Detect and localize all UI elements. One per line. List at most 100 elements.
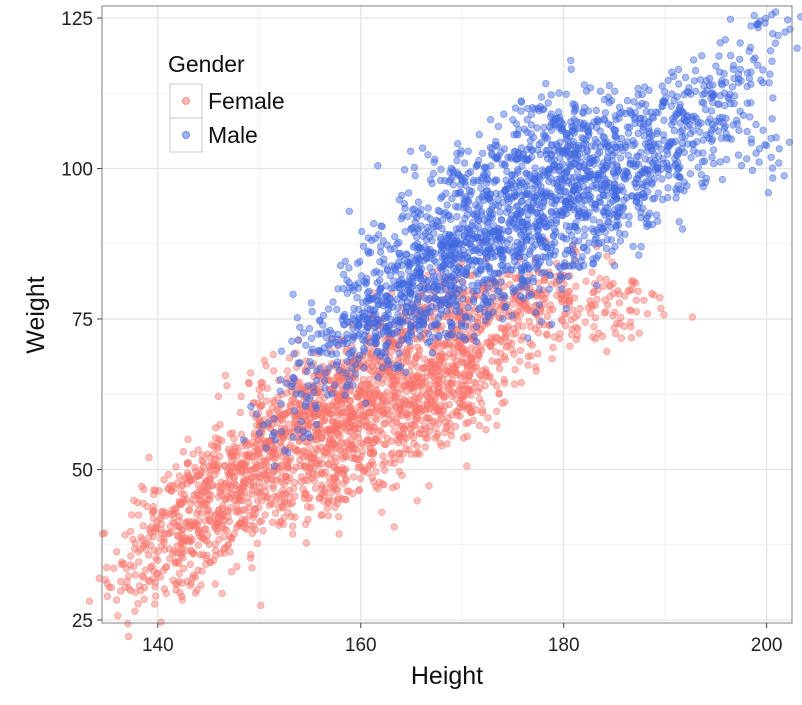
female-point xyxy=(157,535,165,543)
female-point xyxy=(525,317,533,326)
male-point xyxy=(378,363,387,372)
male-point xyxy=(356,351,364,359)
female-point xyxy=(219,502,227,510)
female-point xyxy=(211,521,219,530)
male-point xyxy=(546,215,555,224)
female-point xyxy=(501,333,509,342)
female-point xyxy=(177,489,185,497)
male-point xyxy=(520,265,528,274)
female-point xyxy=(334,373,342,381)
male-point xyxy=(464,303,472,312)
male-point xyxy=(631,113,639,121)
male-point xyxy=(662,94,670,102)
female-point xyxy=(269,445,277,453)
female-point xyxy=(171,557,180,566)
female-point xyxy=(116,587,125,595)
male-point xyxy=(672,109,680,118)
male-point xyxy=(733,120,741,128)
female-point xyxy=(154,556,162,564)
female-point xyxy=(591,314,600,322)
female-point xyxy=(157,618,165,626)
male-point xyxy=(373,334,381,342)
male-point xyxy=(674,65,683,74)
male-point xyxy=(427,303,436,311)
male-point xyxy=(470,297,478,306)
male-point xyxy=(302,341,310,349)
male-point xyxy=(377,284,385,292)
female-point xyxy=(318,511,326,519)
female-point xyxy=(400,382,408,390)
male-point xyxy=(378,222,386,231)
male-point xyxy=(634,84,642,93)
male-point xyxy=(593,281,601,290)
female-point xyxy=(524,352,532,361)
male-point xyxy=(247,402,255,411)
male-point xyxy=(613,168,621,177)
female-point xyxy=(500,379,509,387)
male-point xyxy=(570,236,579,245)
female-point xyxy=(610,324,618,332)
male-point xyxy=(720,69,728,78)
female-point xyxy=(150,600,159,608)
female-point xyxy=(617,334,626,342)
male-point xyxy=(558,127,566,135)
male-point xyxy=(405,338,414,346)
male-point xyxy=(708,153,716,161)
male-point xyxy=(759,66,767,74)
female-point xyxy=(255,385,263,394)
female-point xyxy=(453,361,461,369)
male-point xyxy=(399,212,407,220)
female-points xyxy=(85,237,697,641)
male-point xyxy=(631,140,639,148)
male-point xyxy=(784,16,792,24)
female-point xyxy=(140,485,148,494)
male-point xyxy=(509,288,517,296)
male-point xyxy=(475,130,483,139)
male-point xyxy=(355,322,363,330)
male-point xyxy=(535,301,544,309)
male-point xyxy=(696,128,704,136)
female-point xyxy=(230,475,239,483)
male-point xyxy=(726,15,735,23)
male-point xyxy=(610,261,619,270)
female-point xyxy=(393,436,401,444)
female-point xyxy=(640,296,648,304)
female-point xyxy=(296,461,305,470)
female-point xyxy=(371,414,379,422)
female-point xyxy=(161,530,169,538)
male-point xyxy=(523,223,531,231)
male-point xyxy=(558,285,566,293)
male-point xyxy=(508,312,516,320)
female-point xyxy=(627,307,635,315)
female-point xyxy=(241,488,249,496)
male-point xyxy=(689,146,698,155)
male-point xyxy=(411,171,419,180)
female-point xyxy=(302,539,311,547)
male-point xyxy=(592,254,600,262)
male-point xyxy=(698,157,707,166)
female-point xyxy=(398,411,406,420)
male-point xyxy=(749,56,758,64)
female-point xyxy=(523,304,531,313)
female-point xyxy=(467,344,475,352)
male-point xyxy=(526,247,534,255)
female-point xyxy=(301,489,310,497)
male-point xyxy=(437,241,445,250)
male-point xyxy=(491,176,499,184)
female-point xyxy=(436,405,444,413)
male-point xyxy=(428,268,437,277)
female-point xyxy=(493,334,502,342)
female-point xyxy=(246,369,255,377)
male-point xyxy=(559,147,567,156)
female-point xyxy=(572,282,580,290)
male-point xyxy=(687,153,695,162)
female-point xyxy=(347,444,355,453)
female-point xyxy=(262,362,270,370)
female-point xyxy=(257,517,265,525)
male-point xyxy=(277,427,286,436)
male-point xyxy=(565,262,574,270)
male-point xyxy=(407,322,416,330)
male-point xyxy=(481,308,489,317)
male-point xyxy=(752,149,760,157)
female-point xyxy=(475,421,484,430)
